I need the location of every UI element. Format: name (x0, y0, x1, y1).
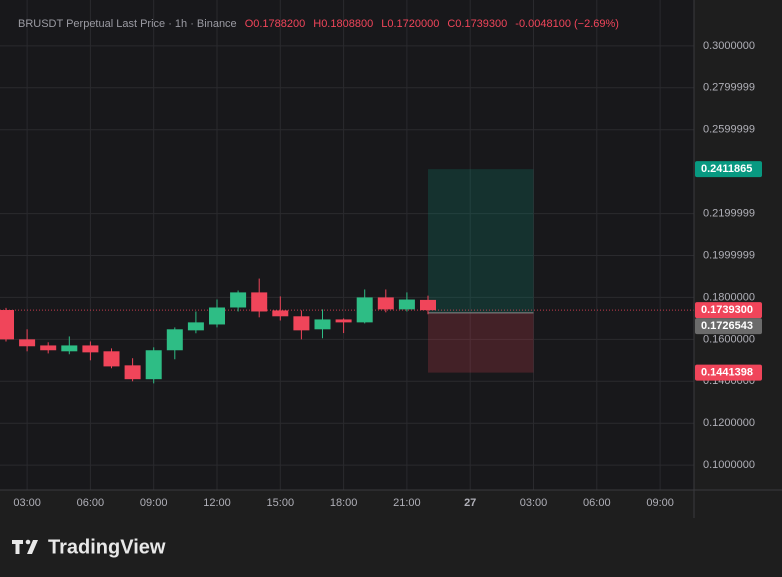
candle-body (314, 319, 331, 330)
brand-logo: TradingView (12, 536, 166, 558)
price-badge (695, 161, 762, 178)
candle-body (356, 297, 373, 323)
candle-body (377, 297, 394, 310)
y-tick-label: 0.1800000 (703, 291, 755, 303)
candle-body (251, 292, 268, 312)
y-tick-label: 0.1000000 (703, 459, 755, 471)
y-tick-label: 0.1600000 (703, 333, 755, 345)
candle-body (272, 310, 289, 317)
candle-body (166, 329, 183, 351)
candle-body (293, 316, 310, 331)
candle-body (19, 339, 36, 347)
legend-value: O0.1788200 (245, 18, 306, 30)
candle-body (145, 350, 162, 380)
y-tick-label: 0.2199999 (703, 207, 755, 219)
price-badge-label: 0.2411865 (701, 163, 752, 175)
chart-title: BRUSDT Perpetual Last Price · 1h · Binan… (18, 18, 237, 30)
candle-body (40, 345, 57, 351)
x-tick-label: 12:00 (203, 497, 231, 509)
x-tick-label: 15:00 (267, 497, 295, 509)
candle-body (61, 345, 78, 352)
x-tick-label: 03:00 (520, 497, 548, 509)
loss-zone (428, 312, 534, 373)
candle-body (187, 322, 204, 331)
candle-body (230, 292, 247, 308)
logo-icon (12, 540, 23, 554)
price-badge (695, 364, 762, 381)
candle-body (82, 345, 99, 353)
logo-icon (27, 540, 38, 554)
y-tick-label: 0.2599999 (703, 124, 755, 136)
x-tick-label: 06:00 (77, 497, 105, 509)
x-tick-label: 03:00 (13, 497, 41, 509)
y-tick-label: 0.3000000 (703, 40, 755, 52)
price-badge (695, 302, 762, 319)
candle-body (124, 365, 141, 380)
x-tick-label: 06:00 (583, 497, 611, 509)
plot-area (0, 0, 694, 490)
legend-value: -0.0048100 (−2.69%) (515, 18, 619, 30)
candle-body (209, 307, 225, 325)
price-badge-label: 0.1739300 (701, 304, 753, 316)
candle-body (103, 351, 120, 367)
candle-body (420, 299, 436, 311)
price-badge (695, 318, 762, 335)
price-badge-label: 0.1441398 (701, 367, 753, 379)
x-tick-label: 09:00 (646, 497, 674, 509)
candle-body (0, 310, 14, 340)
chart-header: BRUSDT Perpetual Last Price · 1h · Binan… (18, 18, 619, 30)
y-tick-label: 0.2799999 (703, 82, 755, 94)
candle-body (335, 319, 352, 323)
y-tick-label: 0.1200000 (703, 417, 755, 429)
legend-value: C0.1739300 (447, 18, 507, 30)
price-badge-label: 0.1726543 (701, 320, 753, 332)
x-tick-label: 09:00 (140, 497, 168, 509)
candle-body (398, 299, 415, 310)
x-tick-label: 21:00 (393, 497, 421, 509)
logo-icon (25, 539, 31, 545)
legend-value: H0.1808800 (313, 18, 373, 30)
brand-name: TradingView (48, 536, 166, 558)
profit-zone (428, 169, 534, 313)
x-tick-label: 27 (464, 497, 476, 509)
x-tick-label: 18:00 (330, 497, 358, 509)
y-tick-label: 0.1999999 (703, 249, 755, 261)
legend-value: L0.1720000 (381, 18, 439, 30)
